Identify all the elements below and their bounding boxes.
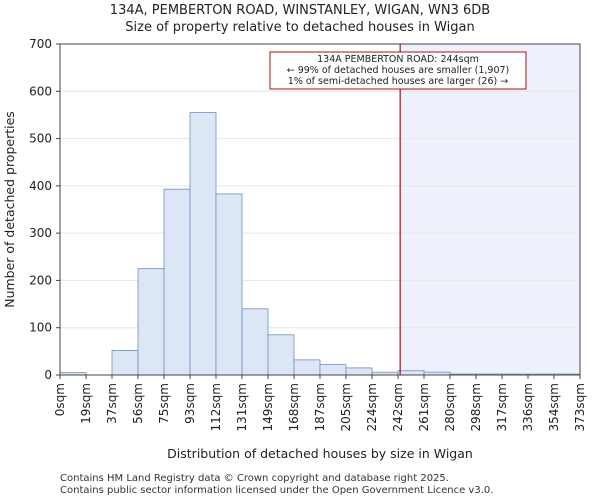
bar-131sqm (241, 308, 269, 376)
bar-242sqm (397, 370, 425, 376)
above-marker-region (399, 43, 581, 376)
x-tick-label: 187sqm (313, 383, 327, 431)
y-tick-label: 300 (29, 226, 52, 240)
x-tick-label: 242sqm (391, 383, 405, 431)
x-axis-label: Distribution of detached houses by size … (167, 446, 473, 461)
bar-37sqm (111, 350, 139, 376)
bar-75sqm (163, 188, 191, 376)
x-tick-label: 261sqm (417, 383, 431, 431)
x-tick-label: 280sqm (443, 383, 457, 431)
y-tick-label: 200 (29, 273, 52, 287)
x-tick-label: 317sqm (495, 383, 509, 431)
x-tick-label: 373sqm (573, 383, 587, 431)
x-tick-label: 131sqm (235, 383, 249, 431)
x-tick-label: 19sqm (79, 383, 93, 424)
footer-copyright: Contains HM Land Registry data © Crown c… (60, 473, 449, 484)
x-tick-label: 224sqm (365, 383, 379, 431)
x-tick-label: 168sqm (287, 383, 301, 431)
x-tick-label: 149sqm (261, 383, 275, 431)
x-tick-label: 298sqm (469, 383, 483, 431)
annotation-line-3: 1% of semi-detached houses are larger (2… (288, 76, 508, 87)
bar-187sqm (319, 364, 347, 376)
y-tick-label: 600 (29, 84, 52, 98)
y-tick-label: 500 (29, 132, 52, 146)
footer-licence: Contains public sector information licen… (60, 485, 494, 496)
bar-93sqm (189, 112, 217, 376)
x-tick-label: 93sqm (183, 383, 197, 424)
y-tick-label: 700 (29, 37, 52, 51)
y-axis-label: Number of detached properties (2, 111, 17, 308)
bar-149sqm (267, 334, 295, 376)
annotation-box (269, 51, 527, 90)
x-tick-label: 75sqm (157, 383, 171, 424)
x-tick-label: 354sqm (547, 383, 561, 431)
bar-168sqm (293, 359, 321, 376)
annotation-line-2: ← 99% of detached houses are smaller (1,… (287, 65, 510, 76)
x-tick-label: 56sqm (131, 383, 145, 424)
y-tick-label: 400 (29, 179, 52, 193)
bar-112sqm (215, 193, 243, 376)
y-tick-label: 0 (44, 368, 52, 382)
x-tick-label: 0sqm (53, 383, 67, 416)
annotation-line-1: 134A PEMBERTON ROAD: 244sqm (317, 54, 479, 65)
y-tick-label: 100 (29, 321, 52, 335)
bar-56sqm (137, 268, 165, 376)
bar-205sqm (345, 367, 373, 376)
chart-subtitle: Size of property relative to detached ho… (125, 20, 475, 35)
x-tick-label: 336sqm (521, 383, 535, 431)
chart-title: 134A, PEMBERTON ROAD, WINSTANLEY, WIGAN,… (109, 3, 491, 18)
x-tick-label: 112sqm (209, 383, 223, 431)
x-tick-label: 205sqm (339, 383, 353, 431)
x-tick-label: 37sqm (105, 383, 119, 424)
